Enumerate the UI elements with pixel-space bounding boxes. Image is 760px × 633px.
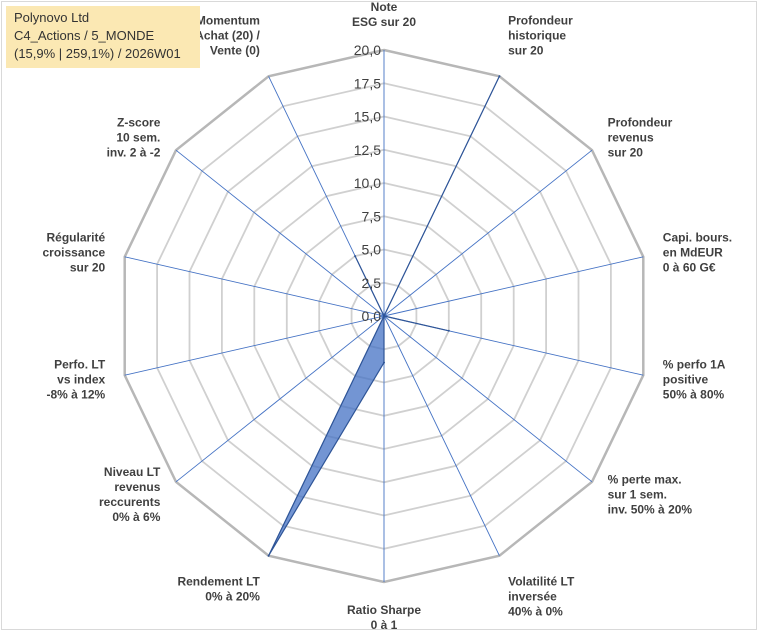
category-label: Z-score 10 sem. inv. 2 à -2 (107, 116, 161, 160)
data-point (354, 255, 357, 258)
category-label-line: Profondeur (508, 13, 573, 27)
category-labels: Note ESG sur 20 Profondeur historique sur 20… (42, 0, 732, 632)
category-label: Perfo. LT vs index -8% à 12% (46, 358, 105, 402)
category-label: Profondeur revenus sur 20 (608, 116, 673, 160)
tick-label: 15,0 (354, 109, 381, 125)
category-label-line: Note (371, 0, 398, 14)
data-point (383, 315, 385, 317)
category-label-line: 40% à 0% (508, 605, 563, 619)
category-label-line: positive (663, 373, 709, 387)
category-label-line: 50% à 80% (663, 388, 725, 402)
axis-spoke (383, 256, 644, 317)
category-label: Ratio Sharpe 0 à 1 (347, 603, 421, 632)
data-point (447, 329, 450, 332)
axis-spoke (175, 149, 385, 317)
category-label-line: Vente (0) (210, 43, 260, 57)
tick-label: 20,0 (354, 42, 381, 58)
title-performance: (15,9% | 259,1%) / 2026W01 (14, 46, 181, 61)
category-label: Momentum Achat (20) / Vente (0) (195, 13, 260, 57)
category-label-line: sur 20 (508, 43, 544, 57)
chart-title-box: Polynovo Ltd C4_Actions / 5_MONDE (15,9%… (6, 6, 200, 68)
tick-label: 0,0 (362, 308, 382, 324)
data-point (383, 361, 385, 364)
category-label-line: Niveau LT (104, 465, 161, 479)
category-label: Volatilité LT inversée 40% à 0% (508, 575, 575, 619)
category-label-line: 0% à 6% (112, 510, 160, 524)
axis-spoke (124, 256, 385, 317)
category-label: Niveau LT revenus reccurents 0% à 6% (99, 465, 161, 524)
category-label: Régularité croissance sur 20 (42, 230, 105, 274)
category-label-line: Momentum (196, 13, 260, 27)
category-label-line: 0 à 1 (371, 618, 398, 632)
category-label-line: Ratio Sharpe (347, 603, 421, 617)
category-label-line: inversée (508, 590, 557, 604)
category-label-line: ESG sur 20 (352, 15, 416, 29)
tick-label: 17,5 (354, 75, 381, 91)
category-label-line: revenus (114, 480, 160, 494)
category-label-line: sur 1 sem. (608, 487, 667, 501)
tick-label: 12,5 (354, 142, 381, 158)
axis-spoke (383, 149, 593, 317)
axis-spoke (124, 315, 385, 376)
category-label-line: Z-score (117, 116, 161, 130)
category-label-line: 10 sem. (116, 131, 160, 145)
category-label-line: Perfo. LT (54, 358, 106, 372)
category-label-line: Capi. bours. (663, 230, 732, 244)
category-label: Capi. bours. en MdEUR 0 à 60 G€ (663, 230, 732, 274)
category-label-line: revenus (608, 131, 654, 145)
category-label-line: inv. 2 à -2 (107, 146, 161, 160)
category-label-line: -8% à 12% (46, 388, 105, 402)
category-label-line: en MdEUR (663, 245, 723, 259)
category-label: % perfo 1A positive 50% à 80% (663, 358, 726, 402)
axis-spoke (383, 315, 593, 483)
axis-spoke (383, 315, 500, 556)
category-label-line: inv. 50% à 20% (608, 502, 693, 516)
axis-spoke (175, 315, 385, 483)
category-label-line: sur 20 (608, 146, 644, 160)
category-label: Note ESG sur 20 (352, 0, 416, 29)
category-label: Profondeur historique sur 20 (508, 13, 573, 57)
category-label-line: % perfo 1A (663, 358, 726, 372)
category-label-line: vs index (57, 373, 105, 387)
tick-label: 5,0 (362, 242, 382, 258)
tick-label: 2,5 (362, 275, 382, 291)
data-point (498, 75, 501, 78)
tick-label: 7,5 (362, 208, 382, 224)
tick-label: 10,0 (354, 175, 381, 191)
series-layer (267, 75, 501, 557)
category-label-line: 0 à 60 G€ (663, 260, 716, 274)
category-label-line: Volatilité LT (508, 575, 575, 589)
category-label-line: Achat (20) / (195, 28, 260, 42)
category-label-line: reccurents (99, 495, 161, 509)
title-company: Polynovo Ltd (14, 10, 90, 25)
title-category: C4_Actions / 5_MONDE (14, 28, 155, 43)
category-label: % perte max. sur 1 sem. inv. 50% à 20% (608, 472, 693, 516)
value-axis-ticks: 0,0 2,5 5,0 7,5 10,0 12,5 15,0 17,5 20,0 (354, 42, 381, 324)
category-label-line: sur 20 (70, 260, 106, 274)
category-label-line: Profondeur (608, 116, 673, 130)
category-label-line: Rendement LT (177, 575, 260, 589)
category-label: Rendement LT 0% à 20% (177, 575, 260, 604)
category-label-line: 0% à 20% (205, 590, 260, 604)
data-point (267, 554, 270, 557)
category-label-line: % perte max. (608, 472, 682, 486)
category-label-line: Régularité (47, 230, 106, 244)
category-label-line: historique (508, 28, 566, 42)
category-label-line: croissance (42, 245, 105, 259)
